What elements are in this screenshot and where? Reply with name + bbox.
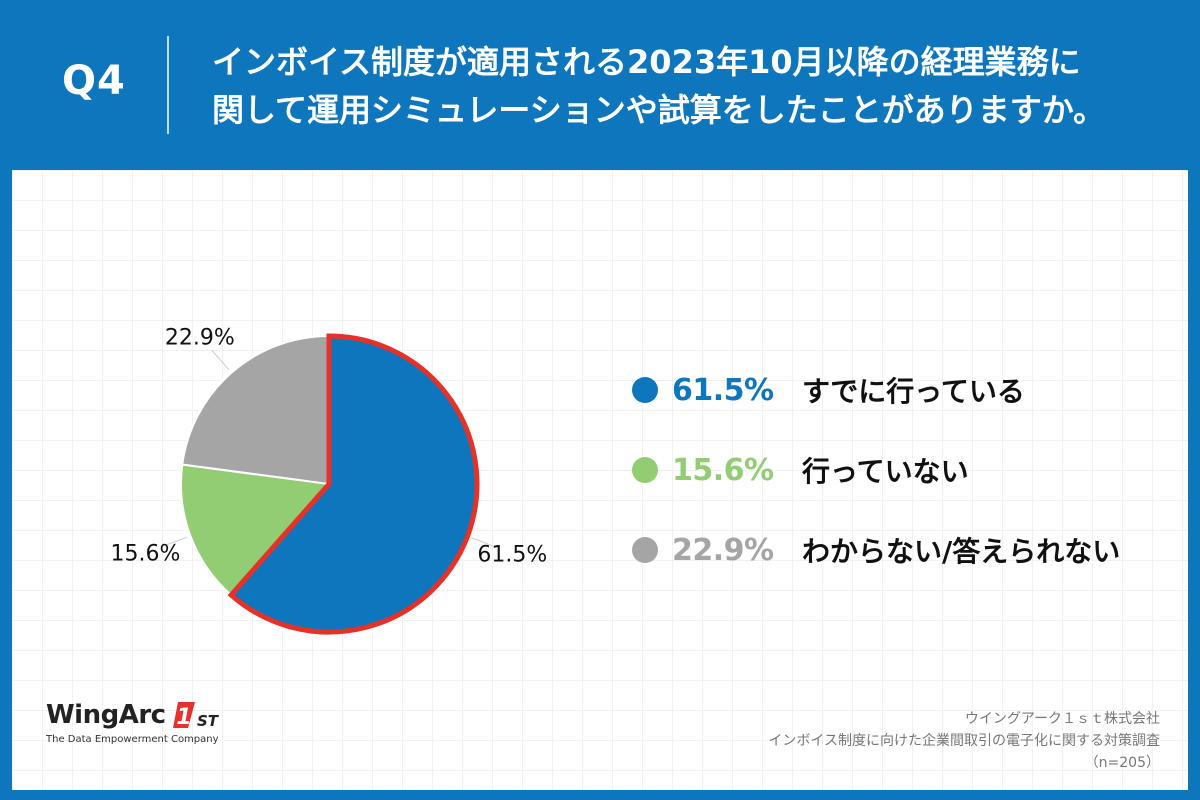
legend-text-not-done: 行っていない [802, 455, 969, 488]
pie-leader-not-done [162, 536, 187, 547]
legend-text-unknown: わからない/答えられない [802, 535, 1121, 568]
source-sample: （n=205） [1084, 755, 1160, 771]
legend: 61.5% すでに行っている 15.6% 行っていない 22.9% わからない/… [632, 370, 1192, 610]
pie-chart: 61.5% 15.6% 22.9% [110, 326, 547, 635]
legend-item-done: 61.5% すでに行っている [632, 370, 1192, 410]
pie-slice-unknown [181, 334, 330, 486]
pie-label-done: 61.5% [477, 542, 547, 567]
header: Q4 インボイス制度が適用される2023年10月以降の経理業務に 関して運用シミ… [0, 0, 1200, 170]
logo-wordmark: WingArc [46, 700, 166, 730]
company-logo: WingArc 1 ST The Data Empowerment Compan… [46, 700, 227, 745]
legend-dot-unknown [632, 537, 658, 563]
source-company: ウイングアーク１ｓｔ株式会社 [964, 711, 1160, 727]
pie-label-not-done: 15.6% [110, 542, 180, 567]
header-divider [167, 36, 169, 134]
legend-value-done: 61.5% [672, 372, 774, 408]
pie-leader-done [471, 537, 496, 548]
chart-panel: 61.5% 15.6% 22.9% 61.5% すでに行っている 15.6% 行って… [12, 170, 1188, 790]
question-text: インボイス制度が適用される2023年10月以降の経理業務に 関して運用シミュレー… [212, 38, 1172, 134]
legend-text-done: すでに行っている [802, 375, 1025, 408]
question-number: Q4 [62, 58, 126, 104]
svg-text:ST: ST [197, 712, 220, 730]
logo-1st-mark: 1 ST [172, 702, 220, 730]
legend-dot-not-done [632, 457, 658, 483]
legend-value-not-done: 15.6% [672, 452, 774, 488]
legend-item-not-done: 15.6% 行っていない [632, 450, 1192, 490]
legend-value-unknown: 22.9% [672, 532, 774, 568]
svg-text:1: 1 [176, 705, 191, 730]
pie-highlight-outline [227, 333, 480, 635]
pie-leader-unknown [211, 349, 230, 370]
pie-slice-not-done [180, 463, 331, 597]
source-note: ウイングアーク１ｓｔ株式会社 インボイス制度に向けた企業間取引の電子化に関する対… [768, 708, 1160, 774]
question-line-1: インボイス制度が適用される2023年10月以降の経理業務に [212, 43, 1081, 81]
logo-tagline: The Data Empowerment Company [46, 734, 219, 745]
source-survey: インボイス制度に向けた企業間取引の電子化に関する対策調査 [768, 733, 1160, 749]
legend-dot-done [632, 377, 658, 403]
question-line-2: 関して運用シミュレーションや試算をしたことがありますか。 [212, 91, 1106, 129]
pie-label-unknown: 22.9% [165, 326, 235, 351]
legend-item-unknown: 22.9% わからない/答えられない [632, 530, 1192, 570]
